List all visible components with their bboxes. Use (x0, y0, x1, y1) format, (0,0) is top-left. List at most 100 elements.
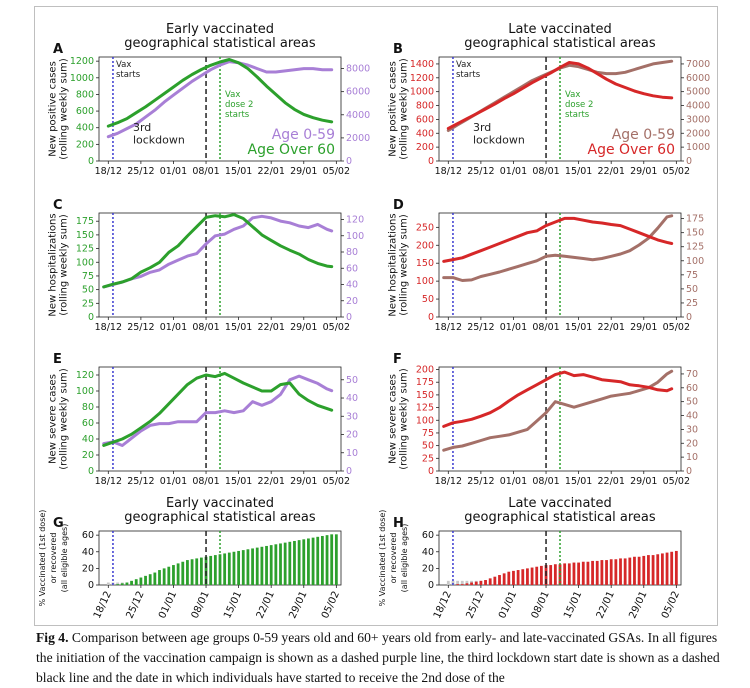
series-line-age-0-59 (102, 214, 334, 289)
y-axis-label-group: New positive cases(rolling weekly sum) (48, 58, 70, 160)
y-tick-label-left: 200 (416, 240, 434, 251)
bar-vaccinated (507, 571, 511, 585)
y-tick-label-right: 7000 (686, 59, 710, 70)
y-tick-label-right: 60 (686, 383, 698, 394)
annotation-2: Vax dose 2 starts (565, 90, 593, 120)
x-tick-label: 22/01 (257, 322, 284, 333)
y-tick-label-left: 0 (88, 466, 94, 477)
legend-entry: Age 0-59 (612, 127, 675, 143)
x-tick-label: 15/01 (565, 166, 592, 177)
y-tick-label: 60 (82, 530, 94, 541)
bar-recovered (465, 580, 469, 585)
y-tick-label-left: 0 (88, 312, 94, 323)
bar-vaccinated (474, 581, 478, 585)
y-tick-label-left: 175 (76, 216, 94, 227)
panel-letter: B (393, 42, 403, 57)
x-tick-label: 15/01 (225, 476, 252, 487)
bar-recovered (451, 580, 455, 585)
x-tick-label: 15/01 (225, 322, 252, 333)
bar-vaccinated (260, 546, 264, 585)
y-tick-label-left: 100 (76, 386, 94, 397)
annotation-1: 3rd lockdown (473, 121, 525, 147)
x-tick-label: 18/12 (92, 590, 114, 621)
y-tick-label-left: 0 (88, 156, 94, 167)
bar-recovered (106, 582, 110, 585)
y-tick-label: 40 (422, 547, 434, 558)
y-tick-label-right: 0 (346, 312, 352, 323)
x-tick-label: 08/01 (532, 476, 559, 487)
bar-recovered (116, 582, 120, 585)
x-tick-label: 01/01 (500, 166, 527, 177)
y-tick-label-right: 4000 (346, 110, 370, 121)
bar-vaccinated (320, 535, 324, 585)
y-tick-label-left: 800 (76, 89, 94, 100)
x-tick-label: 05/02 (323, 476, 350, 487)
x-tick-label: 05/02 (320, 590, 342, 621)
y-tick-label-left: 200 (76, 139, 94, 150)
y-tick-label-left: 150 (416, 390, 434, 401)
x-tick-label: 29/01 (630, 322, 657, 333)
x-tick-label: 01/01 (160, 322, 187, 333)
x-tick-label: 25/12 (127, 322, 154, 333)
x-tick-label: 25/12 (127, 166, 154, 177)
x-tick-label: 25/12 (467, 166, 494, 177)
series-line-age-over-60 (442, 216, 674, 263)
panel-letter: H (393, 516, 404, 531)
annotation-0: Vax starts (116, 60, 141, 80)
y-tick-label-right: 50 (686, 397, 698, 408)
bar-vaccinated (526, 568, 529, 585)
y-tick-label-right: 40 (686, 411, 698, 422)
bar-vaccinated (619, 558, 622, 585)
bar-vaccinated (190, 559, 194, 585)
y-tick-label-left: 100 (76, 257, 94, 268)
x-tick-label: 22/01 (597, 166, 624, 177)
bar-vaccinated (148, 574, 152, 585)
y-tick-label-left: 150 (76, 230, 94, 241)
y-axis-label: % Vaccinated (1st dose) or recovered (all … (38, 510, 69, 607)
x-tick-label: 18/12 (435, 322, 462, 333)
figure-caption: Fig 4. Comparison between age groups 0-5… (36, 628, 726, 688)
x-tick-label: 25/12 (467, 476, 494, 487)
y-tick-label-right: 25 (686, 298, 698, 309)
y-tick-label-right: 50 (346, 375, 358, 386)
series-line-age-0-59 (106, 60, 334, 139)
bar-vaccinated (465, 583, 469, 585)
panel-h: H Late vaccinated geographical statistical… (378, 496, 682, 620)
panel-a: A Early vaccinated geographical statistica… (48, 22, 371, 177)
series-line-age-over-60 (442, 370, 674, 428)
bar-vaccinated (516, 570, 520, 585)
bar-vaccinated (297, 540, 301, 585)
bar-vaccinated (512, 570, 515, 585)
bar-vaccinated (241, 550, 245, 585)
y-tick-label-right: 1000 (686, 142, 710, 153)
x-tick-label: 18/12 (432, 590, 454, 621)
y-axis-label-group: New hospitalizations(rolling weekly sum) (48, 213, 70, 316)
panel-g: G Early vaccinated geographical statistica… (38, 496, 342, 620)
x-tick-label: 08/01 (192, 166, 219, 177)
y-tick-label-right: 8000 (346, 64, 370, 75)
y-tick-label-left: 25 (422, 453, 434, 464)
bar-vaccinated (558, 564, 562, 585)
bar-vaccinated (199, 557, 203, 585)
y-tick-label-right: 80 (346, 247, 358, 258)
y-tick-label-left: 600 (416, 114, 434, 125)
y-tick-label: 0 (88, 580, 94, 591)
bar-vaccinated (283, 542, 287, 585)
bar-vaccinated (609, 559, 613, 585)
x-tick-label: 05/02 (323, 166, 350, 177)
bar-vaccinated (586, 561, 590, 585)
y-tick-label: 40 (82, 547, 94, 558)
y-tick-label: 60 (422, 530, 434, 541)
bar-vaccinated (204, 556, 208, 585)
annotation-2: Vax dose 2 starts (225, 90, 253, 120)
x-tick-label: 18/12 (95, 476, 122, 487)
x-tick-label: 18/12 (435, 166, 462, 177)
y-tick-label-right: 20 (346, 430, 358, 441)
series-line-age-over-60 (446, 61, 674, 130)
x-tick-label: 05/02 (663, 322, 690, 333)
y-tick-label-left: 125 (416, 403, 434, 414)
bar-vaccinated (553, 564, 557, 585)
bar-vaccinated (120, 583, 124, 585)
x-tick-label: 15/01 (225, 166, 252, 177)
